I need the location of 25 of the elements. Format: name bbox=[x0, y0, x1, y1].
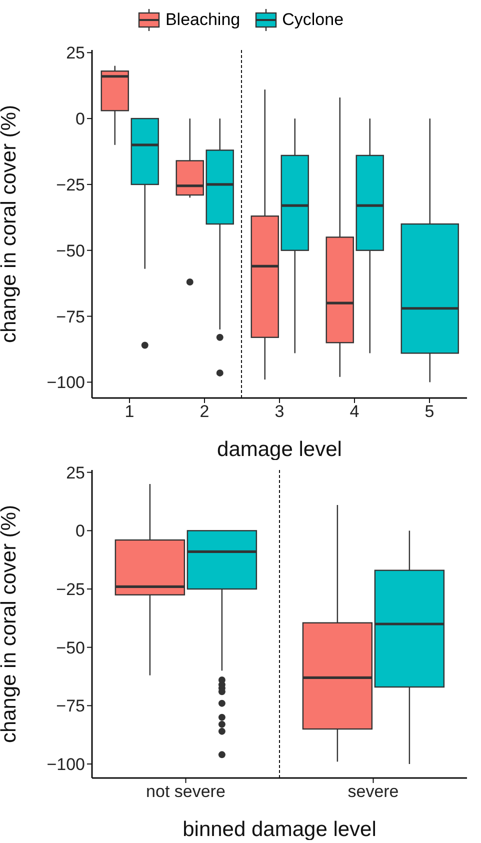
y-tick-label: −75 bbox=[56, 696, 85, 716]
y-axis-title: change in coral cover (%) bbox=[0, 504, 20, 744]
y-tick-label: −50 bbox=[56, 241, 85, 260]
x-tick-label: 2 bbox=[200, 402, 210, 422]
y-tick-label: −100 bbox=[46, 755, 85, 774]
y-tick-label: 0 bbox=[76, 522, 85, 541]
x-tick-label: 1 bbox=[124, 402, 134, 422]
x-tick-label: 4 bbox=[350, 402, 360, 422]
y-tick-label: −75 bbox=[56, 307, 85, 326]
x-tick-label: severe bbox=[348, 782, 399, 802]
y-tick-label: 25 bbox=[66, 44, 85, 63]
y-tick-label: −100 bbox=[46, 373, 85, 392]
y-tick-label: −50 bbox=[56, 638, 85, 658]
y-tick-label: 0 bbox=[76, 110, 85, 129]
y-tick-label: −25 bbox=[56, 580, 85, 600]
y-tick-label: 25 bbox=[66, 463, 85, 482]
x-tick-label: 5 bbox=[424, 402, 434, 422]
y-axis-title: change in coral cover (%) bbox=[0, 104, 20, 344]
x-axis-title: damage level bbox=[217, 438, 342, 461]
y-tick-label: −25 bbox=[56, 175, 85, 194]
legend-label: Cyclone bbox=[282, 10, 344, 30]
x-tick-label: 3 bbox=[274, 402, 284, 422]
x-tick-label: not severe bbox=[146, 782, 226, 802]
x-axis-title: binned damage level bbox=[182, 818, 376, 841]
legend-label: Bleaching bbox=[165, 10, 240, 30]
